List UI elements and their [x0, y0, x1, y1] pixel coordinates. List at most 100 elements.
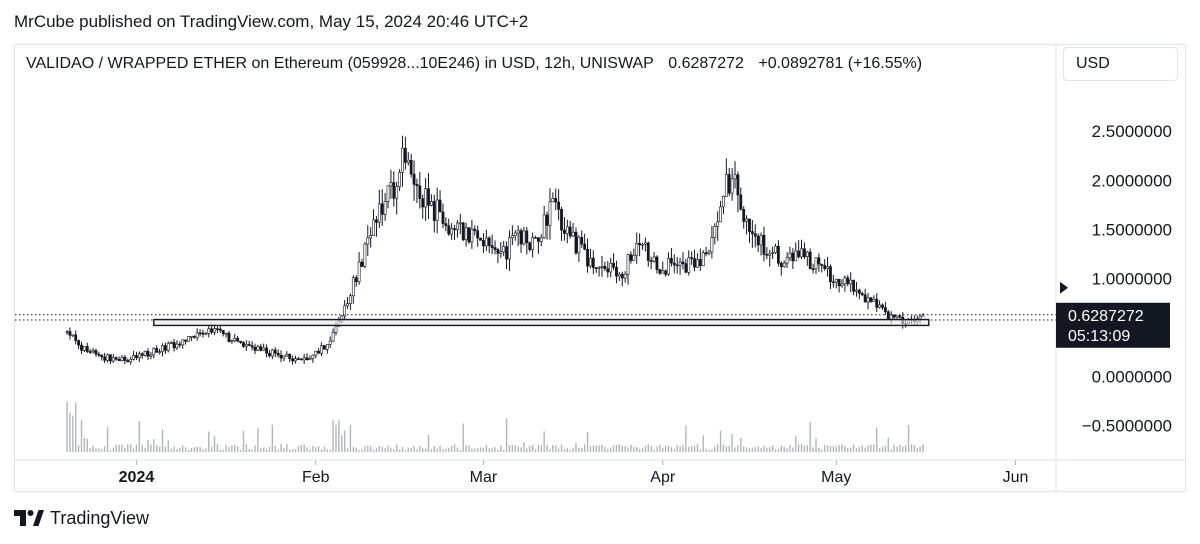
candle-body	[811, 268, 815, 271]
candle-body	[317, 350, 321, 354]
candle-body	[750, 231, 754, 234]
volume-bar	[271, 424, 274, 452]
volume-bar	[552, 444, 554, 452]
volume-bar	[578, 447, 580, 452]
candle-body	[143, 351, 147, 356]
volume-bar	[716, 444, 719, 452]
candle-body	[623, 273, 627, 279]
volume-bar	[173, 446, 175, 452]
candle-body	[580, 237, 584, 245]
candle-body	[456, 222, 459, 231]
symbol-legend: VALIDAO / WRAPPED ETHER on Ethereum (059…	[26, 55, 922, 73]
candle-body	[620, 273, 624, 279]
candle-body	[311, 354, 315, 359]
candle-body	[224, 332, 228, 335]
candle-body	[161, 345, 164, 353]
volume-bar	[745, 447, 748, 452]
volume-bar	[624, 446, 626, 452]
volume-bar	[433, 446, 435, 452]
volume-bar	[902, 446, 904, 452]
candle-body	[539, 237, 543, 242]
volume-bar	[815, 438, 817, 452]
candle-body	[508, 237, 511, 260]
candle-body	[360, 261, 364, 267]
candle-body	[591, 257, 595, 269]
candle-body	[638, 242, 642, 246]
volume-bar	[832, 446, 835, 452]
volume-bar	[526, 448, 528, 452]
volume-bar	[291, 449, 294, 452]
footer-brand[interactable]: TradingView	[14, 506, 149, 530]
candle-body	[424, 188, 428, 208]
candle-body	[369, 235, 373, 239]
candle-body	[635, 242, 639, 256]
volume-bar	[349, 425, 352, 452]
volume-bar	[277, 449, 279, 452]
candle-body	[450, 228, 454, 235]
candle-body	[470, 228, 474, 243]
volume-bar	[364, 446, 366, 452]
candle-body	[233, 337, 237, 341]
volume-bar	[384, 448, 386, 452]
volume-bar	[676, 445, 678, 452]
candle-body	[675, 264, 679, 267]
candle-body	[178, 343, 182, 346]
volume-bar	[852, 444, 855, 452]
candle-body	[649, 260, 653, 262]
volume-bars	[66, 401, 924, 452]
brand-name: TradingView	[50, 507, 150, 528]
candle-body	[169, 342, 173, 344]
candle-body	[389, 182, 393, 187]
candle-body	[554, 198, 558, 203]
candle-body	[496, 249, 500, 254]
volume-bar	[135, 444, 138, 452]
volume-bar	[456, 447, 459, 452]
volume-bar	[540, 445, 542, 452]
volume-bar	[205, 448, 207, 452]
candle-body	[840, 283, 844, 287]
candle-body	[626, 254, 630, 275]
candle-body	[296, 358, 300, 360]
volume-bar	[167, 440, 169, 452]
x-tick-label: May	[821, 469, 851, 486]
symbol-name: VALIDAO / WRAPPED ETHER on Ethereum (059…	[26, 55, 654, 72]
volume-bar	[147, 440, 149, 452]
volume-bar	[575, 443, 577, 452]
candle-body	[513, 232, 517, 236]
volume-bar	[763, 445, 765, 452]
volume-bar	[297, 446, 300, 452]
volume-bar	[583, 444, 586, 452]
volume-bar	[722, 444, 725, 452]
volume-bar	[910, 444, 913, 452]
volume-bar	[563, 448, 566, 452]
candle-body	[820, 263, 824, 266]
candle-body	[479, 237, 482, 241]
volume-bar	[393, 449, 395, 452]
candle-body	[745, 218, 748, 222]
candle-body	[323, 345, 326, 350]
volume-bar	[416, 449, 418, 452]
volume-bar	[355, 447, 357, 452]
candle-body	[409, 159, 413, 175]
volume-bar	[607, 448, 609, 452]
candle-body	[163, 345, 167, 351]
volume-bar	[193, 447, 195, 452]
axes: 2.5000000 2.0000000 1.5000000 1.0000000 0.00…	[14, 44, 1186, 492]
candle-body	[860, 293, 864, 296]
currency-button[interactable]: USD	[1063, 47, 1178, 81]
candle-body	[771, 252, 775, 255]
volume-bar	[121, 445, 123, 452]
volume-bar	[112, 447, 115, 452]
candle-body	[667, 258, 670, 275]
volume-bar	[592, 445, 595, 452]
candle-body	[600, 266, 604, 268]
volume-bar	[659, 444, 661, 452]
candle-body	[849, 279, 853, 285]
candle-body	[536, 237, 540, 242]
candle-body	[218, 328, 222, 331]
volume-bar	[864, 447, 866, 452]
candle-body	[617, 273, 621, 277]
candle-body	[502, 246, 506, 253]
volume-bar	[176, 448, 178, 452]
